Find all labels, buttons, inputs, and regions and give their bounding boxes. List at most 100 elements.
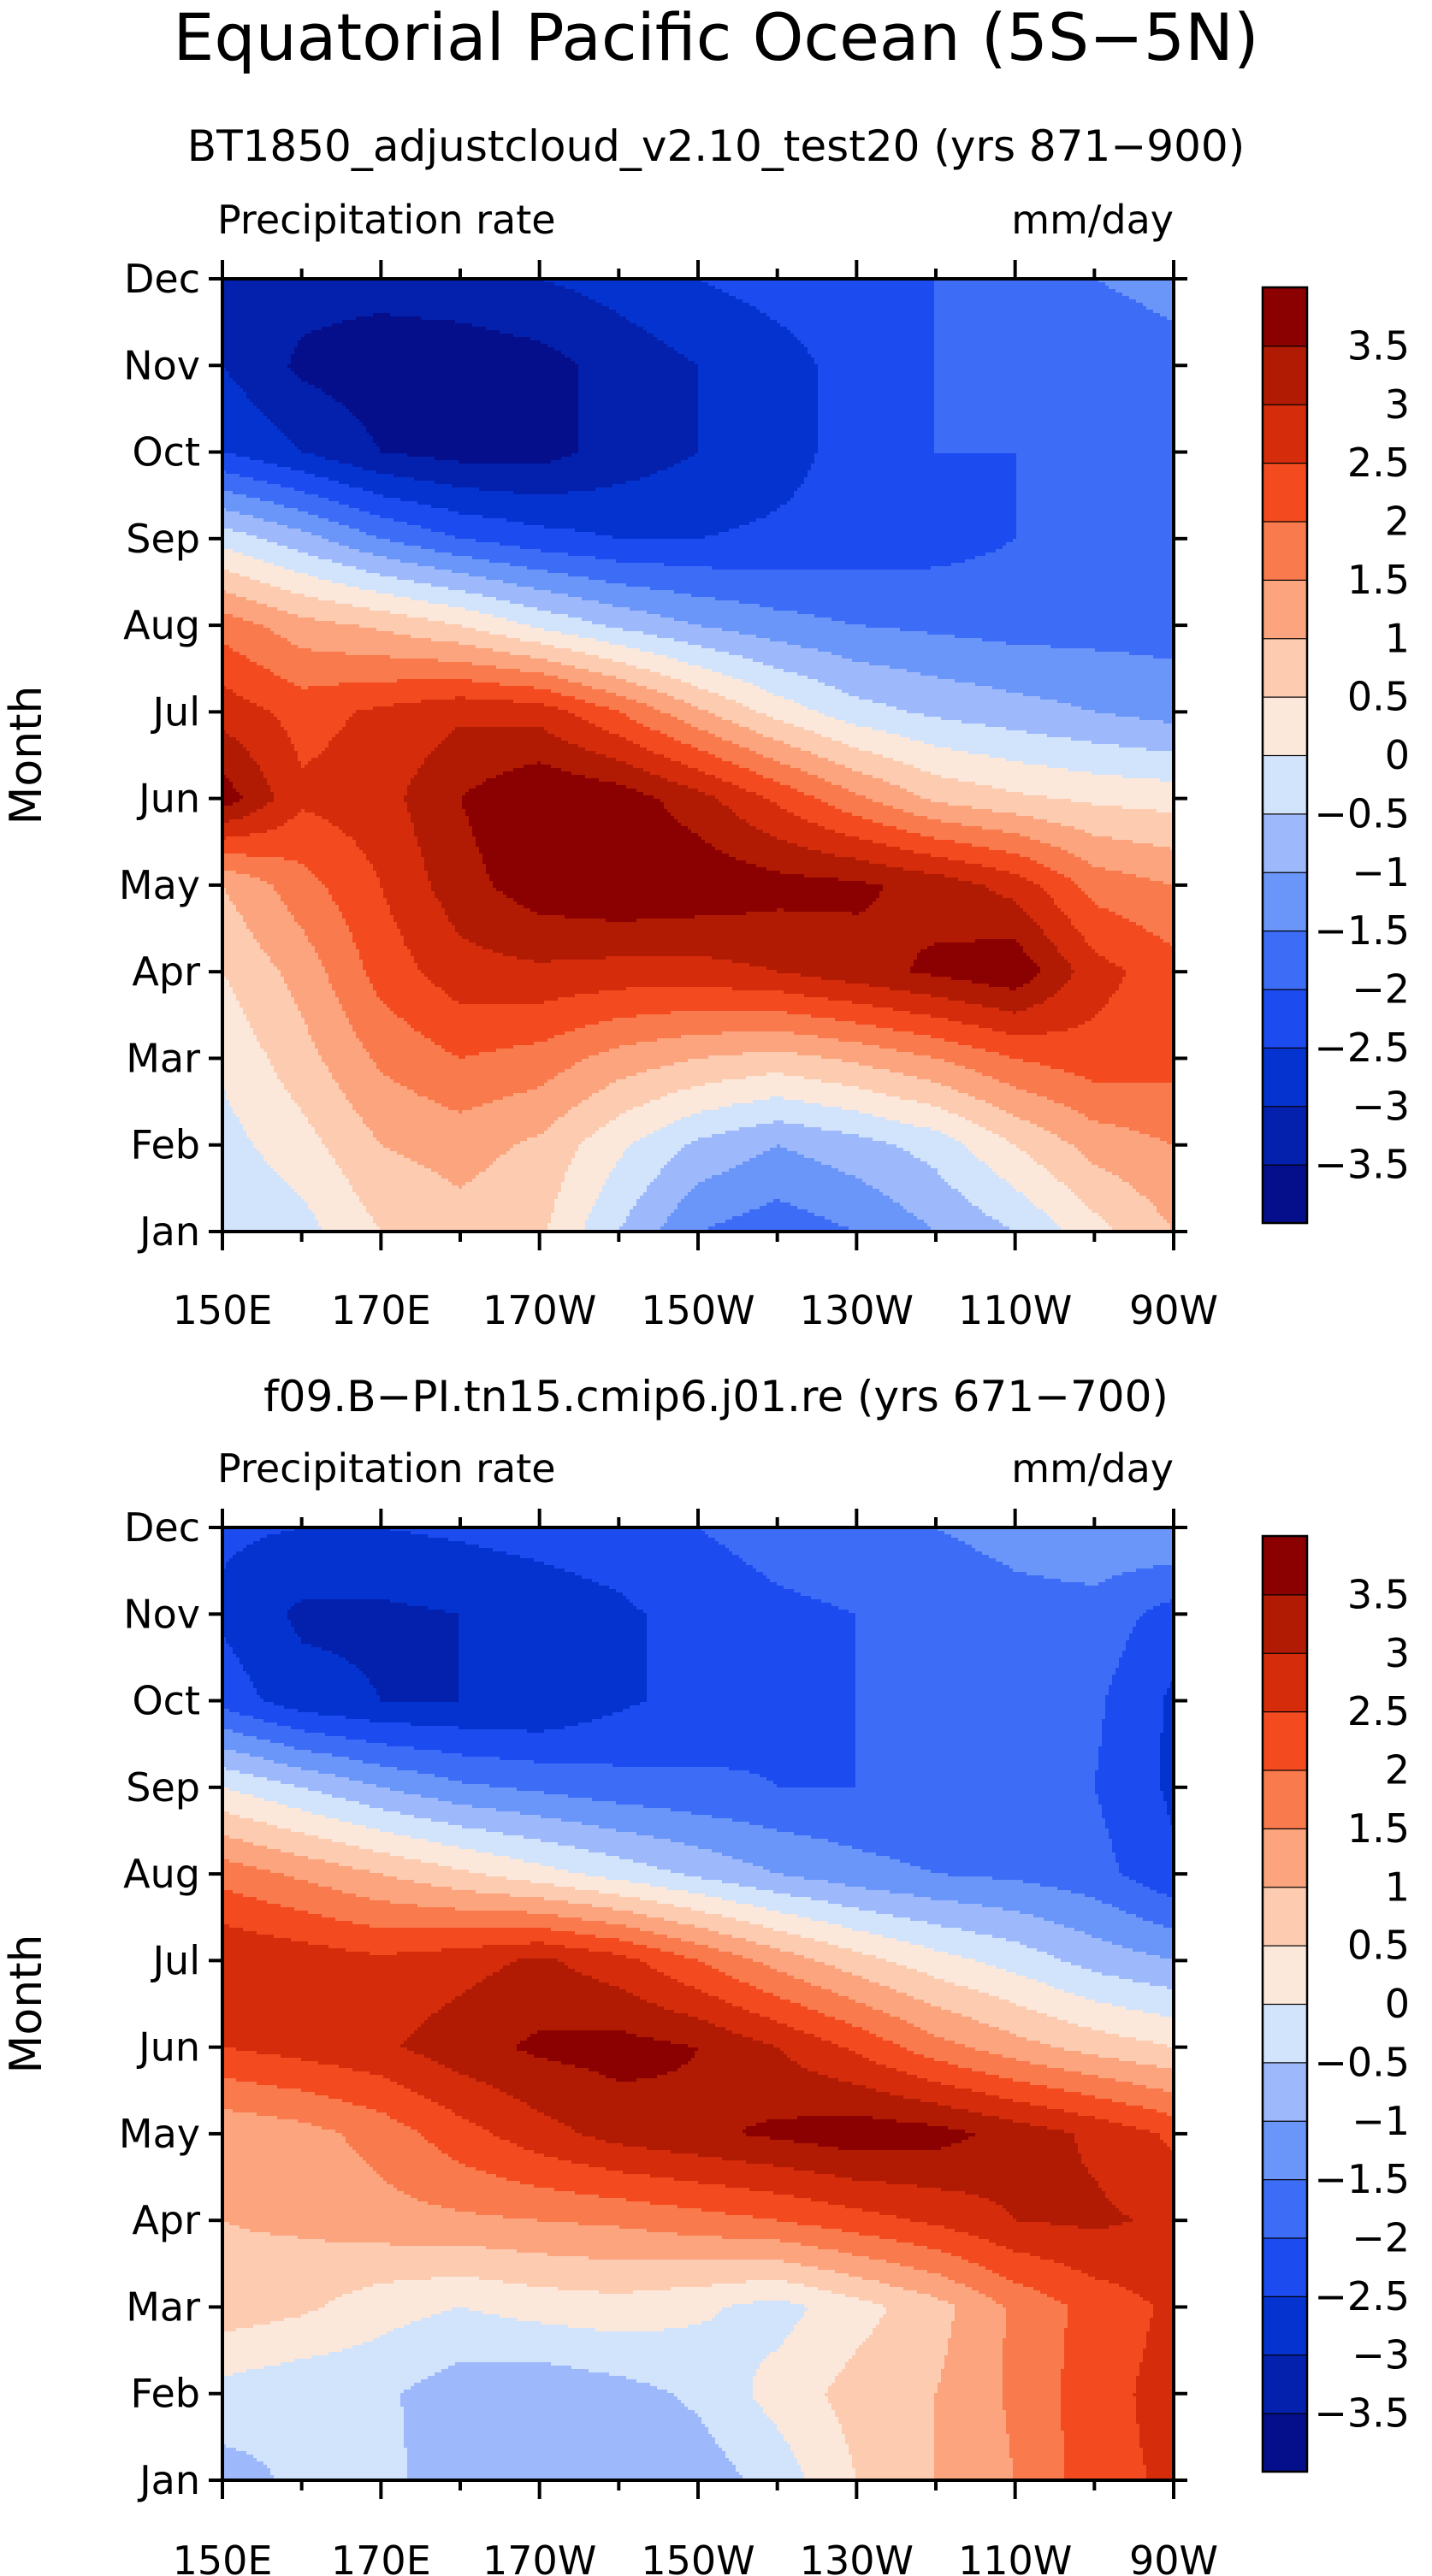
y-tick-label: Jan: [137, 2457, 200, 2503]
colorbar-swatch: [1262, 2178, 1308, 2239]
colorbar-swatch: [1262, 1593, 1308, 1654]
colorbar-label: −1.5: [1314, 907, 1410, 954]
colorbar-swatch: [1262, 1652, 1308, 1713]
colorbar-swatch: [1262, 1886, 1308, 1947]
y-tick-label: May: [119, 2111, 200, 2157]
colorbar-swatch: [1262, 579, 1308, 640]
colorbar-label: 2: [1385, 499, 1410, 545]
colorbar-swatch: [1262, 1769, 1308, 1829]
units-label: mm/day: [1011, 1445, 1174, 1492]
colorbar-swatch: [1262, 696, 1308, 757]
colorbar-label: 0: [1385, 732, 1410, 778]
y-tick-label: Apr: [132, 948, 200, 995]
colorbar-frame: [1261, 1534, 1309, 2473]
x-tick-label: 90W: [1129, 2538, 1218, 2576]
figure-title: Equatorial Pacific Ocean (5S−5N): [173, 0, 1258, 75]
y-tick-label: Dec: [124, 1504, 200, 1551]
colorbar-label: −3: [1352, 1083, 1410, 1129]
x-tick-label: 170E: [331, 1287, 431, 1333]
x-tick-label: 170W: [482, 2538, 596, 2576]
colorbar-label: 1.5: [1347, 557, 1410, 603]
colorbar-label: 2.5: [1347, 1688, 1410, 1734]
colorbar-swatch: [1262, 2354, 1308, 2414]
colorbar-label: 3.5: [1347, 1571, 1410, 1617]
colorbar-label: −0.5: [1314, 2039, 1410, 2085]
colorbar-swatch: [1262, 1164, 1308, 1225]
y-tick-label: Mar: [126, 2284, 200, 2330]
colorbar-swatch: [1262, 287, 1308, 347]
y-tick-label: Feb: [131, 2371, 200, 2417]
colorbar-label: −1: [1352, 2098, 1410, 2144]
colorbar-swatch: [1262, 1047, 1308, 1108]
colorbar-swatch: [1262, 2120, 1308, 2181]
colorbar-swatch: [1262, 637, 1308, 698]
y-tick-label: Jun: [136, 2024, 200, 2071]
x-tick-label: 150W: [641, 1287, 754, 1333]
x-tick-label: 90W: [1129, 1287, 1218, 1333]
x-tick-label: 170E: [331, 2538, 431, 2576]
y-tick-label: May: [119, 862, 200, 908]
x-tick-label: 130W: [800, 2538, 914, 2576]
y-tick-label: Nov: [123, 342, 200, 388]
y-tick-label: Jun: [136, 776, 200, 822]
x-tick-label: 130W: [800, 1287, 914, 1333]
y-axis-label: Month: [1, 1935, 52, 2074]
colorbar-label: −2.5: [1314, 2273, 1410, 2319]
colorbar-swatch: [1262, 2061, 1308, 2122]
y-tick-label: Aug: [123, 1851, 200, 1897]
units-label: mm/day: [1011, 197, 1174, 243]
colorbar-swatch: [1262, 520, 1308, 581]
x-tick-label: 170W: [482, 1287, 596, 1333]
colorbar-swatch: [1262, 1105, 1308, 1166]
y-tick-label: Oct: [132, 429, 200, 476]
colorbar-label: 0.5: [1347, 674, 1410, 720]
colorbar-label: 1: [1385, 615, 1410, 661]
colorbar-swatch: [1262, 812, 1308, 873]
y-tick-label: Apr: [132, 2197, 200, 2243]
colorbar-label: −2: [1352, 2215, 1410, 2261]
panel-title: BT1850_adjustcloud_v2.10_test20 (yrs 871…: [187, 121, 1245, 171]
panel-1: BT1850_adjustcloud_v2.10_test20 (yrs 871…: [1, 121, 1410, 1333]
colorbar: 3.5 3 2.5 2 1.5 1 0.5 0 −0.5 −1 −1.5 −2 −2.5 −3 −3.5: [1261, 1534, 1410, 2473]
y-tick-label: Nov: [123, 1591, 200, 1637]
x-tick-label: 150W: [641, 2538, 754, 2576]
y-axis-label: Month: [1, 686, 52, 825]
precipitation-contours: [222, 1527, 1175, 2481]
colorbar-swatch: [1262, 2003, 1308, 2064]
y-tick-label: Feb: [131, 1122, 200, 1168]
x-tick-label: 150E: [173, 1287, 273, 1333]
colorbar-label: −1: [1352, 849, 1410, 895]
colorbar-swatch: [1262, 1535, 1308, 1596]
colorbar-frame: [1261, 286, 1309, 1225]
colorbar-swatch: [1262, 754, 1308, 815]
colorbar-swatch: [1262, 871, 1308, 932]
y-tick-label: Aug: [123, 602, 200, 648]
x-tick-label: 110W: [958, 1287, 1072, 1333]
colorbar-swatch: [1262, 2236, 1308, 2297]
y-tick-label: Mar: [126, 1035, 200, 1081]
colorbar-label: 2: [1385, 1747, 1410, 1793]
colorbar-label: −3: [1352, 2331, 1410, 2378]
y-tick-label: Jul: [150, 688, 200, 735]
colorbar-label: −1.5: [1314, 2156, 1410, 2202]
variable-label: Precipitation rate: [217, 197, 556, 243]
colorbar-label: 3: [1385, 1630, 1410, 1676]
x-tick-label: 110W: [958, 2538, 1072, 2576]
panel-2: f09.B−PI.tn15.cmip6.j01.re (yrs 671−700)…: [1, 1372, 1410, 2576]
colorbar-swatch: [1262, 1945, 1308, 2006]
colorbar-swatch: [1262, 2295, 1308, 2356]
colorbar-swatch: [1262, 1710, 1308, 1771]
x-tick-label: 150E: [173, 2538, 273, 2576]
colorbar-swatch: [1262, 1828, 1308, 1888]
colorbar-swatch: [1262, 404, 1308, 464]
colorbar-label: −3.5: [1314, 1142, 1410, 1188]
y-tick-label: Sep: [126, 1764, 200, 1811]
y-tick-label: Jan: [137, 1208, 200, 1255]
colorbar-swatch: [1262, 988, 1308, 1049]
colorbar-label: −2: [1352, 966, 1410, 1013]
colorbar-label: 3: [1385, 381, 1410, 428]
colorbar-label: 1.5: [1347, 1805, 1410, 1852]
colorbar-label: −2.5: [1314, 1025, 1410, 1071]
colorbar-label: −3.5: [1314, 2390, 1410, 2437]
